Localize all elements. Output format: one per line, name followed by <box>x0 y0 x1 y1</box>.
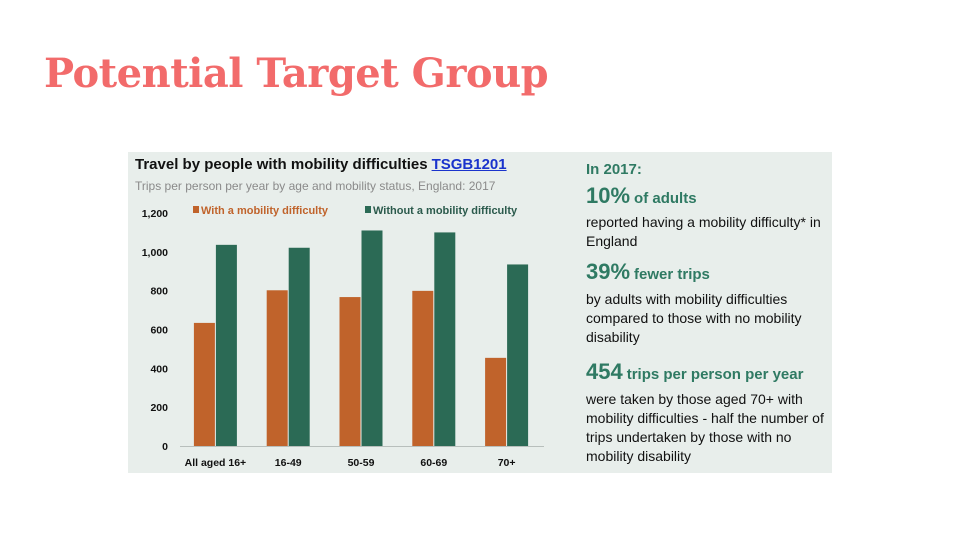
stat-2-text: by adults with mobility difficulties com… <box>586 291 802 345</box>
stat-3-headline: 454 trips per person per year <box>586 359 803 385</box>
chart-panel: 0 200 400 600 800 1,000 1,200 With a mobility d… <box>128 152 832 473</box>
x-tick-label: 70+ <box>498 457 516 469</box>
bar <box>266 290 288 446</box>
tsgb1201-link[interactable]: TSGB1201 <box>431 156 507 173</box>
y-tick-label: 800 <box>150 286 168 298</box>
y-tick-label: 1,200 <box>142 208 168 220</box>
x-tick-label: 50-59 <box>348 457 375 469</box>
y-tick-label: 1,000 <box>142 247 168 259</box>
stat-3-text: were taken by those aged 70+ with mobili… <box>586 391 824 464</box>
stat-1-text: reported having a mobility difficulty* i… <box>586 214 821 249</box>
bar <box>288 247 310 446</box>
stat-3-value: 454 <box>586 359 623 384</box>
stat-1-headline: 10% of adults <box>586 183 697 209</box>
y-tick-label: 600 <box>150 325 168 337</box>
bar <box>339 297 361 446</box>
chart-title-text: Travel by people with mobility difficult… <box>135 156 428 173</box>
stat-2-value: 39% <box>586 259 631 284</box>
legend-label: Without a mobility difficulty <box>373 205 518 217</box>
x-tick-label: 60-69 <box>420 457 447 469</box>
bar <box>193 322 215 446</box>
stats-intro-text: In 2017: <box>586 161 642 178</box>
stats-intro: In 2017: <box>586 161 642 179</box>
chart-subtitle: Trips per person per year by age and mob… <box>135 179 496 193</box>
bar <box>507 264 529 446</box>
stat-2-label: fewer trips <box>634 266 710 283</box>
bar <box>361 230 383 446</box>
stat-1-value: 10% <box>586 183 631 208</box>
bar <box>215 244 237 446</box>
slide-title: Potential Target Group <box>44 50 549 97</box>
legend-swatch <box>193 206 199 213</box>
stat-2-headline: 39% fewer trips <box>586 259 710 285</box>
y-tick-label: 400 <box>150 363 168 375</box>
bar <box>412 290 434 446</box>
chart-title: Travel by people with mobility difficult… <box>135 156 507 173</box>
x-tick-label: All aged 16+ <box>185 457 247 469</box>
y-tick-label: 0 <box>162 441 168 453</box>
legend-label: With a mobility difficulty <box>201 205 329 217</box>
bar-chart: 0 200 400 600 800 1,000 1,200 With a mobility d… <box>142 205 544 469</box>
x-tick-label: 16-49 <box>275 457 302 469</box>
bar <box>434 232 456 446</box>
bar <box>485 357 507 446</box>
stat-1-label: of adults <box>634 190 697 207</box>
legend-swatch <box>365 206 371 213</box>
stat-3-label: trips per person per year <box>626 366 804 383</box>
y-tick-label: 200 <box>150 402 168 414</box>
